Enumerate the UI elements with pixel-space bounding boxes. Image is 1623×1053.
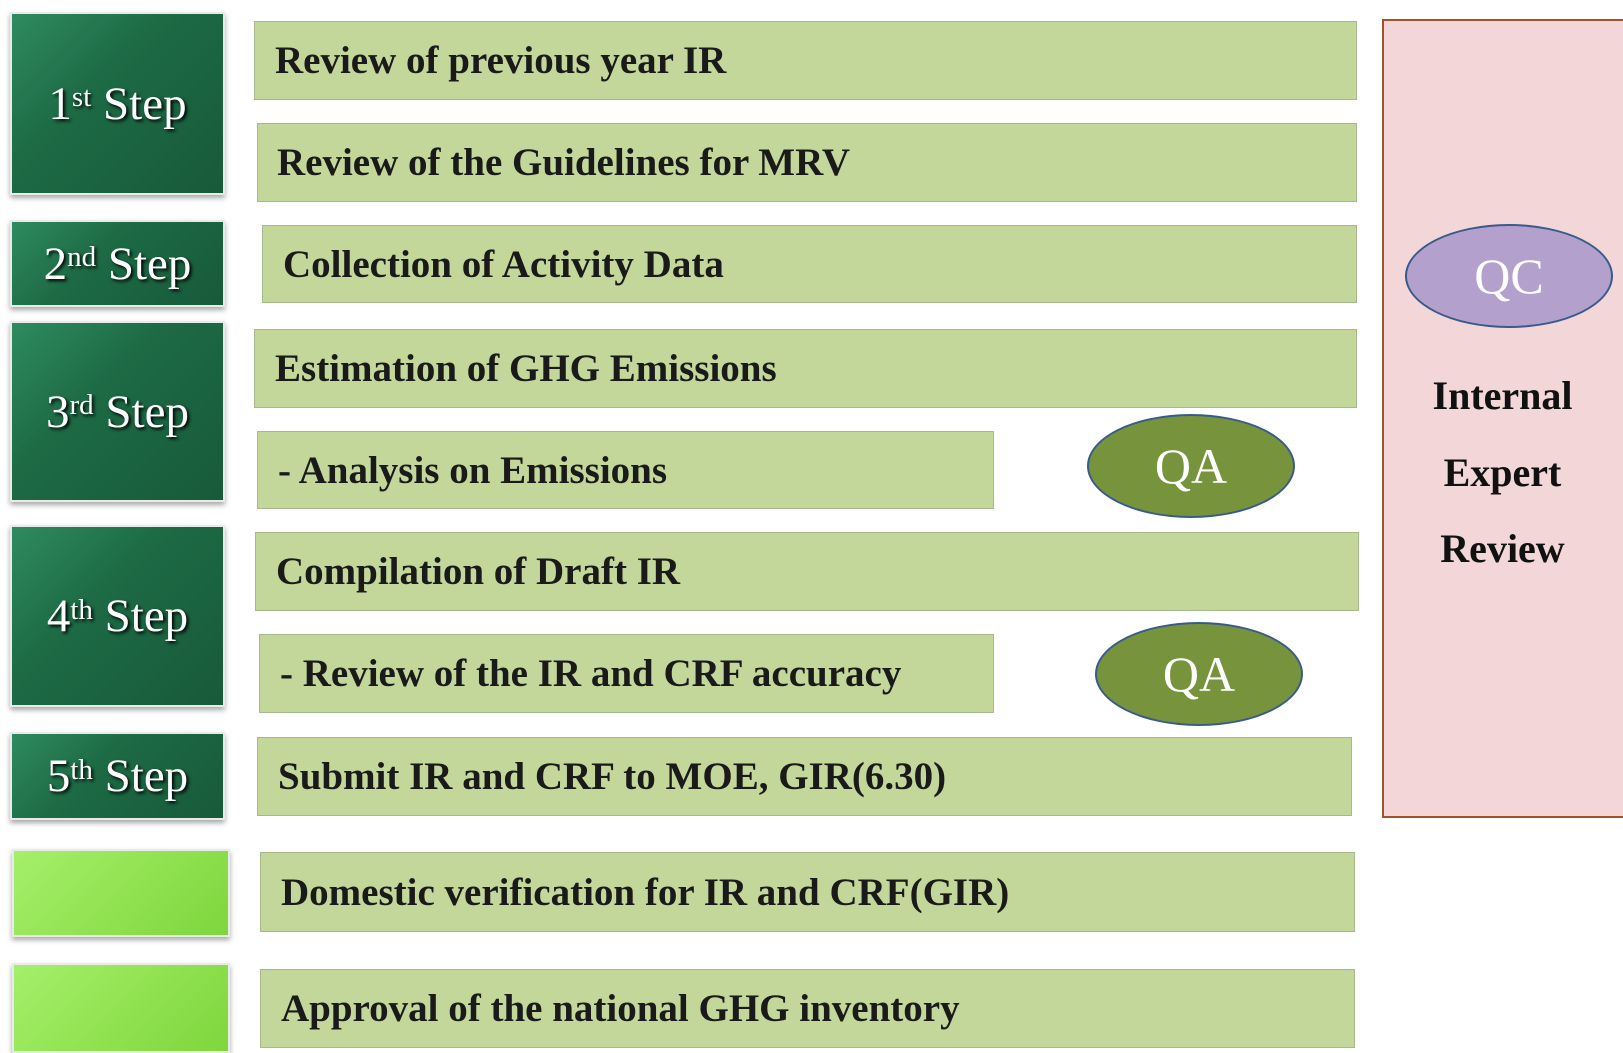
step-word: Step [104,750,189,802]
task-bar: Submit IR and CRF to MOE, GIR(6.30) [257,737,1352,816]
step-number: 3 [46,385,70,438]
qa-oval: QA [1095,622,1303,726]
review-text: Expert [1443,450,1562,495]
task-bar: - Analysis on Emissions [257,431,994,509]
review-panel [1382,19,1623,818]
step-number: 5 [46,750,71,802]
task-bar: Collection of Activity Data [262,225,1357,303]
task-bar: Approval of the national GHG inventory [260,969,1355,1048]
review-text: Internal [1432,373,1573,418]
qa-oval: QA [1087,414,1295,518]
step-word: Step [104,590,189,642]
step-number: 1 [48,77,72,130]
step-suffix: th [70,753,93,786]
task-bar: Review of the Guidelines for MRV [257,123,1357,202]
qc-oval: QC [1405,224,1613,328]
step-suffix: nd [67,241,97,273]
step-suffix: st [71,81,92,113]
task-bar: Review of previous year IR [254,21,1357,100]
step-word: Step [107,237,192,290]
step-suffix: th [70,593,93,626]
task-bar: Compilation of Draft IR [255,532,1359,611]
step-word: Step [105,385,189,438]
step-number: 2 [43,237,68,290]
step-number: 4 [46,590,71,642]
step-box-blank [12,849,230,937]
step-suffix: rd [69,389,94,421]
review-text: Review [1440,526,1565,571]
step-box-blank [12,963,230,1053]
step-word: Step [103,77,187,130]
task-bar: - Review of the IR and CRF accuracy [259,634,994,713]
task-bar: Estimation of GHG Emissions [254,329,1357,408]
task-bar: Domestic verification for IR and CRF(GIR… [260,852,1355,932]
